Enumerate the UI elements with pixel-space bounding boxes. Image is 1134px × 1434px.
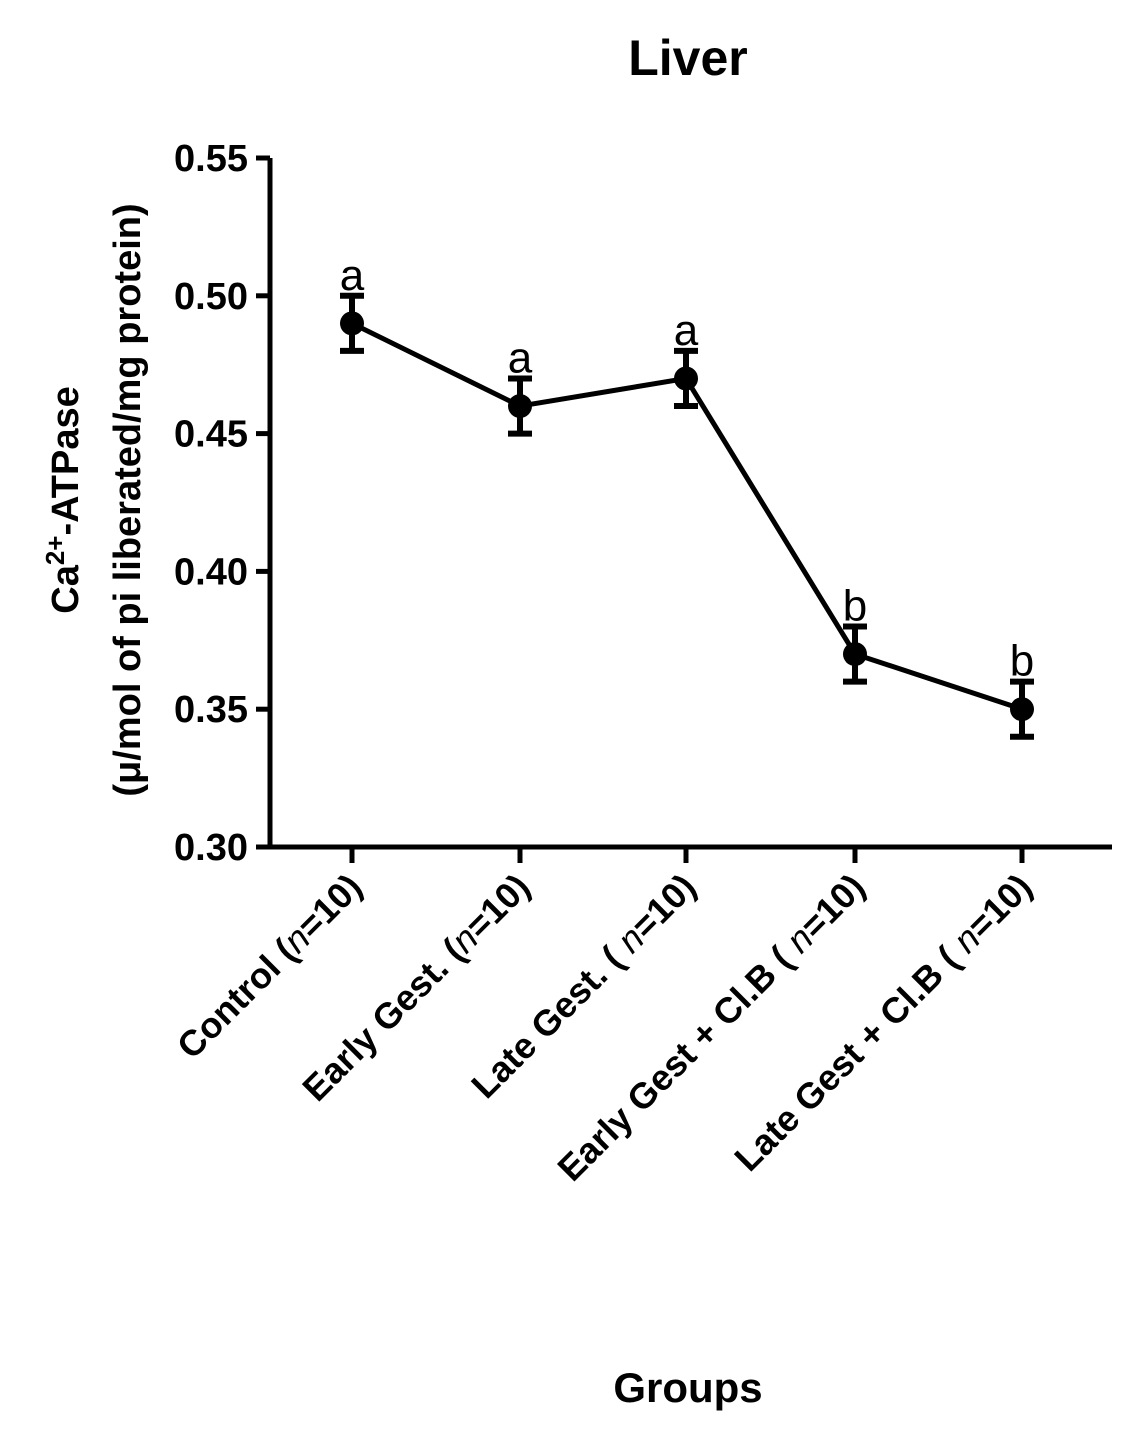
y-axis-label-main: Ca (45, 564, 87, 613)
y-tick-label: 0.30 (174, 827, 248, 869)
axes (267, 158, 1112, 850)
chart-title: Liver (628, 30, 748, 86)
significance-label: a (674, 306, 699, 355)
x-tick-label: Late Gest + Cl.B ( n=10) (726, 866, 1039, 1179)
series-line: a a a b b (340, 251, 1034, 740)
y-tick-label: 0.40 (174, 551, 248, 593)
y-tick-label: 0.50 (174, 276, 248, 318)
y-ticks: 0.30 0.35 0.40 0.45 0.50 0.55 (174, 138, 270, 869)
y-axis-label-line1: Ca2+-ATPase (40, 386, 87, 613)
significance-label: b (1010, 637, 1034, 686)
data-point (508, 394, 532, 419)
y-tick-label: 0.45 (174, 414, 248, 456)
y-axis-label-sup: 2+ (40, 536, 70, 566)
data-point (1010, 697, 1034, 722)
y-tick-label: 0.55 (174, 138, 248, 180)
y-tick-label: 0.35 (174, 689, 248, 731)
x-ticks: Control (n=10)Early Gest. (n=10)Late Ges… (169, 847, 1040, 1189)
data-point (340, 311, 364, 336)
x-tick-label-name: Early Gest. ( (294, 931, 472, 1109)
significance-label: a (340, 251, 365, 300)
y-axis-label-rest: -ATPase (45, 386, 87, 535)
x-axis-label: Groups (613, 1364, 762, 1411)
x-tick-label-name: Late Gest. ( (463, 931, 638, 1106)
significance-label: b (843, 582, 867, 631)
x-tick-label-name: Control ( (169, 931, 304, 1066)
significance-label: a (508, 333, 533, 382)
data-point (843, 642, 867, 667)
y-axis-label: Ca2+-ATPase (μ/mol of pi liberated/mg pr… (40, 203, 149, 796)
data-point (674, 366, 698, 391)
y-axis-label-line2: (μ/mol of pi liberated/mg protein) (107, 203, 149, 796)
x-tick-label: Early Gest + Cl.B ( n=10) (549, 866, 872, 1189)
